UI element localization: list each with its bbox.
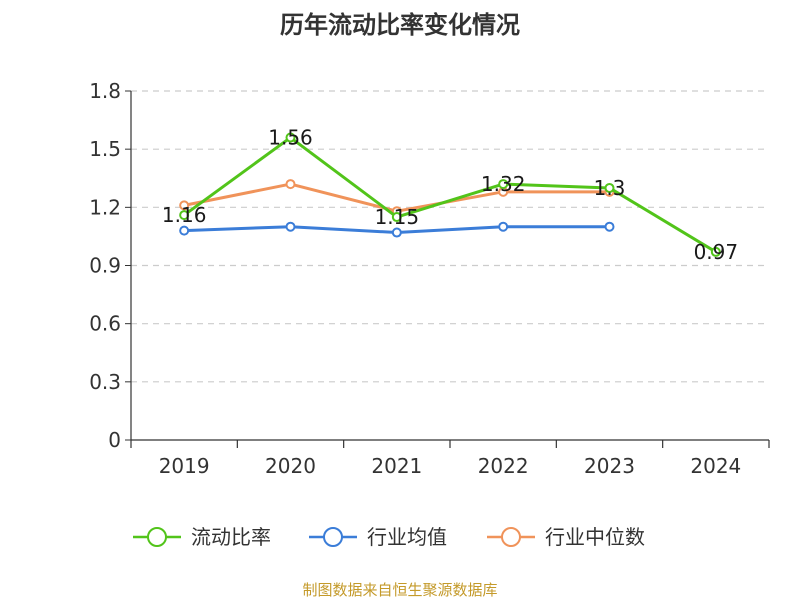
data-point[interactable]: [498, 179, 509, 190]
x-tick-label: 2019: [159, 454, 210, 478]
chart-title: 历年流动比率变化情况: [280, 11, 520, 39]
legend-marker-icon: [323, 527, 343, 547]
x-tick-label: 2022: [478, 454, 529, 478]
data-point[interactable]: [498, 221, 509, 232]
data-point[interactable]: [179, 210, 190, 221]
data-point[interactable]: [604, 182, 615, 193]
data-point[interactable]: [285, 221, 296, 232]
y-tick-label: 0: [108, 428, 121, 452]
legend-marker-icon: [501, 527, 521, 547]
data-label: 1.15: [375, 205, 420, 229]
data-point[interactable]: [391, 212, 402, 223]
axes: 0 0.3 0.6 0.9 1.2 1.5 1.8 2019 2020 2021 2022 2023 2…: [89, 79, 770, 478]
data-label: 1.56: [268, 126, 313, 150]
legend-label: 行业中位数: [545, 525, 645, 549]
legend-label: 行业均值: [367, 525, 447, 549]
y-tick-label: 0.9: [89, 254, 121, 278]
data-point[interactable]: [285, 132, 296, 143]
x-tick-label: 2020: [265, 454, 316, 478]
series-0: [179, 132, 721, 257]
data-label: 1.3: [594, 176, 626, 200]
data-label: 0.97: [694, 240, 739, 264]
data-point[interactable]: [391, 227, 402, 238]
data-label: 1.32: [481, 172, 526, 196]
legend-item[interactable]: 行业中位数: [487, 525, 645, 549]
y-tick-label: 1.5: [89, 137, 121, 161]
y-tick-label: 1.2: [89, 195, 121, 219]
series-2: [179, 179, 615, 217]
series-1: [179, 221, 615, 238]
data-labels: 1.16 1.56 1.15 1.32 1.3 0.97: [162, 126, 738, 264]
gridlines: [131, 90, 769, 383]
x-tick-label: 2021: [371, 454, 422, 478]
data-point[interactable]: [285, 179, 296, 190]
y-tick-label: 0.6: [89, 312, 121, 336]
x-tick-label: 2023: [584, 454, 635, 478]
legend-label: 流动比率: [191, 525, 271, 549]
legend-item[interactable]: 行业均值: [309, 525, 447, 549]
data-point[interactable]: [179, 225, 190, 236]
legend-marker-icon: [147, 527, 167, 547]
legend-item[interactable]: 流动比率: [133, 525, 271, 549]
y-tick-label: 0.3: [89, 370, 121, 394]
y-tick-label: 1.8: [89, 79, 121, 103]
source-note: 制图数据来自恒生聚源数据库: [302, 581, 497, 599]
legend[interactable]: 流动比率 行业均值 行业中位数: [133, 525, 645, 549]
series-layer: [179, 132, 721, 257]
series-line: [183, 136, 717, 254]
data-point[interactable]: [179, 200, 190, 211]
data-point[interactable]: [604, 221, 615, 232]
x-tick-label: 2024: [690, 454, 741, 478]
data-point[interactable]: [710, 246, 721, 257]
data-label: 1.16: [162, 203, 207, 227]
